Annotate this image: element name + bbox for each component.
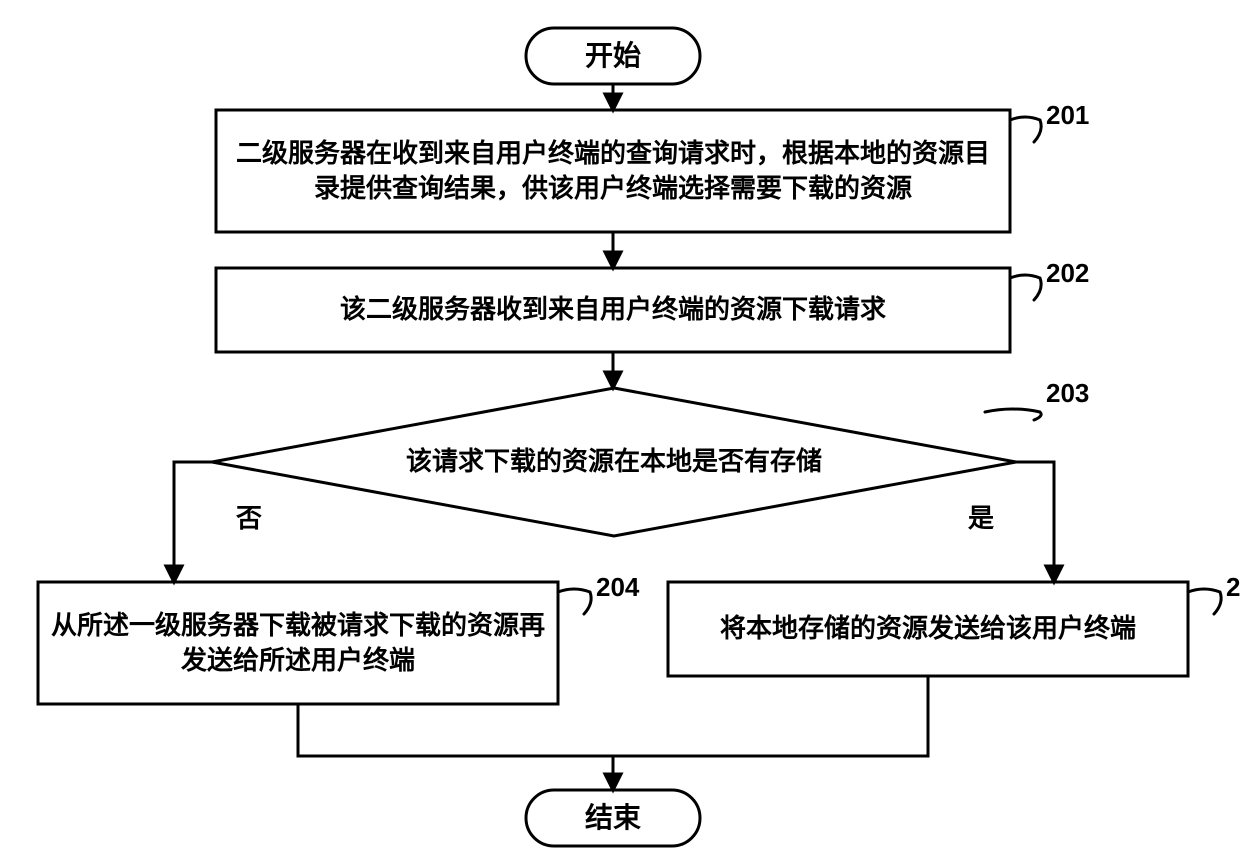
step-204-box: 从所述一级服务器下载被请求下载的资源再发送给所述用户终端	[48, 582, 548, 704]
callout-201: 201	[1046, 100, 1089, 131]
callout-203: 203	[1046, 378, 1089, 409]
callout-202: 202	[1046, 258, 1089, 289]
step-201-box: 二级服务器在收到来自用户终端的查询请求时，根据本地的资源目录提供查询结果，供该用…	[226, 110, 1000, 232]
callout-204: 204	[596, 572, 639, 603]
callout-205: 205	[1226, 572, 1240, 603]
edge-label-no: 否	[236, 498, 262, 535]
step-203-decision: 该请求下载的资源在本地是否有存储	[362, 408, 866, 516]
step-205-box: 将本地存储的资源发送给该用户终端	[678, 582, 1178, 676]
step-202-box: 该二级服务器收到来自用户终端的资源下载请求	[226, 268, 1000, 352]
edge-label-yes: 是	[968, 498, 994, 535]
end-terminal: 结束	[526, 790, 700, 846]
start-terminal: 开始	[526, 28, 700, 84]
